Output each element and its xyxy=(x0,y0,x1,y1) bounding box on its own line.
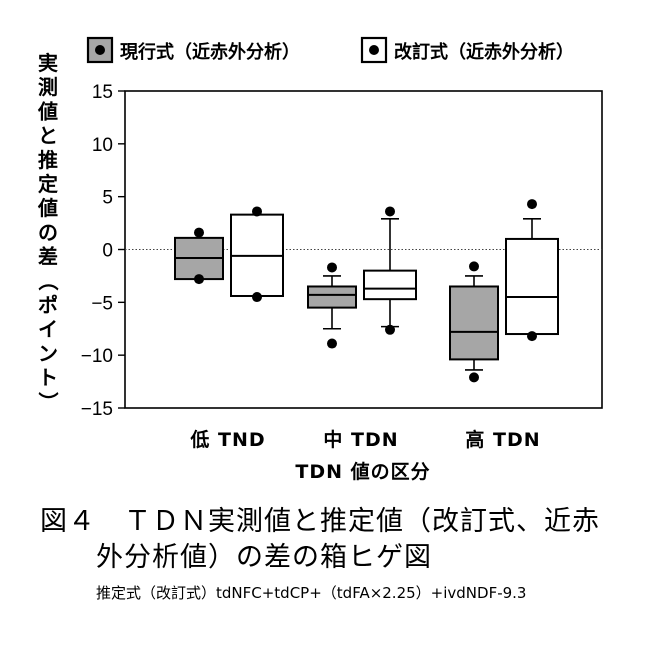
y-tick-label: 15 xyxy=(92,82,113,103)
y-axis-label-char: 実 xyxy=(38,51,58,75)
outlier-point xyxy=(327,262,337,273)
y-tick-label: 10 xyxy=(92,135,113,156)
x-category-label: 低 TND xyxy=(189,428,265,451)
y-axis-label-char: （ xyxy=(36,271,60,291)
legend-label: 現行式（近赤外分析） xyxy=(120,41,300,63)
legend-swatch-dot xyxy=(95,45,105,55)
y-tick-label: −5 xyxy=(91,293,113,314)
outlier-point xyxy=(252,292,262,303)
outlier-point xyxy=(385,206,395,217)
outlier-point xyxy=(385,324,395,335)
y-axis-label-char: 値 xyxy=(37,196,58,220)
box-iqr xyxy=(449,285,499,361)
y-axis-label-char: 値 xyxy=(37,99,58,123)
x-axis-label: TDN 値の区分 xyxy=(295,461,430,483)
box-revised-3 xyxy=(505,199,559,342)
legend-swatch xyxy=(86,36,114,64)
x-category-label: 中 TDN xyxy=(323,428,398,451)
outlier-point xyxy=(469,261,479,272)
legend-swatch-dot xyxy=(369,45,379,55)
outlier-point xyxy=(527,331,537,342)
y-tick-label: −15 xyxy=(81,399,113,420)
y-tick-label: 0 xyxy=(102,241,113,262)
box-revised-1 xyxy=(230,206,284,303)
box-iqr xyxy=(307,285,357,309)
box-current-2 xyxy=(307,262,357,349)
caption-formula: 推定式（改訂式）tdNFC+tdCP+（tdFA×2.25）+ivdNDF-9.… xyxy=(96,584,527,602)
y-axis-label-char: 定 xyxy=(38,172,58,196)
outlier-point xyxy=(527,199,537,210)
y-axis-label-char: イ xyxy=(38,317,58,341)
y-axis-label-char: ） xyxy=(36,392,60,412)
y-tick-label: 5 xyxy=(102,188,113,209)
box-iqr xyxy=(363,269,417,301)
legend: 現行式（近赤外分析） 改訂式（近赤外分析） xyxy=(86,36,574,64)
legend-item-revised: 改訂式（近赤外分析） xyxy=(360,36,574,64)
outlier-point xyxy=(252,206,262,217)
y-axis-label-char: ト xyxy=(38,366,58,390)
y-axis-label-char: と xyxy=(38,124,58,148)
y-axis-label-char: 差 xyxy=(38,245,58,269)
box-revised-2 xyxy=(363,206,417,335)
caption-line-1: 図４ ＴＤＮ実測値と推定値（改訂式、近赤 xyxy=(40,506,600,537)
box-current-1 xyxy=(174,227,224,285)
caption-line-2: 外分析値）の差の箱ヒゲ図 xyxy=(96,542,432,573)
box-current-3 xyxy=(449,261,499,383)
box-iqr xyxy=(505,237,559,336)
y-tick-label: −10 xyxy=(81,346,113,367)
outlier-point xyxy=(327,338,337,349)
legend-label: 改訂式（近赤外分析） xyxy=(394,41,574,63)
y-axis-label-char: の xyxy=(38,220,58,244)
y-axis-label-char: 測 xyxy=(38,75,58,99)
plot-area: 15 10 5 0 −5 −10 −15 低 TND 中 TDN 高 TDN TDN 値の区分 xyxy=(81,82,603,483)
y-axis-label-char: ポ xyxy=(38,293,58,317)
outlier-point xyxy=(469,372,479,383)
legend-item-current: 現行式（近赤外分析） xyxy=(86,36,300,64)
y-axis-label-char: 推 xyxy=(38,148,58,172)
x-category-label: 高 TDN xyxy=(465,428,540,451)
outlier-point xyxy=(194,227,204,238)
outlier-point xyxy=(194,274,204,285)
y-axis-label-char: ン xyxy=(38,341,58,365)
figure-caption: 図４ ＴＤＮ実測値と推定値（改訂式、近赤 外分析値）の差の箱ヒゲ図 推定式（改訂… xyxy=(40,504,640,604)
